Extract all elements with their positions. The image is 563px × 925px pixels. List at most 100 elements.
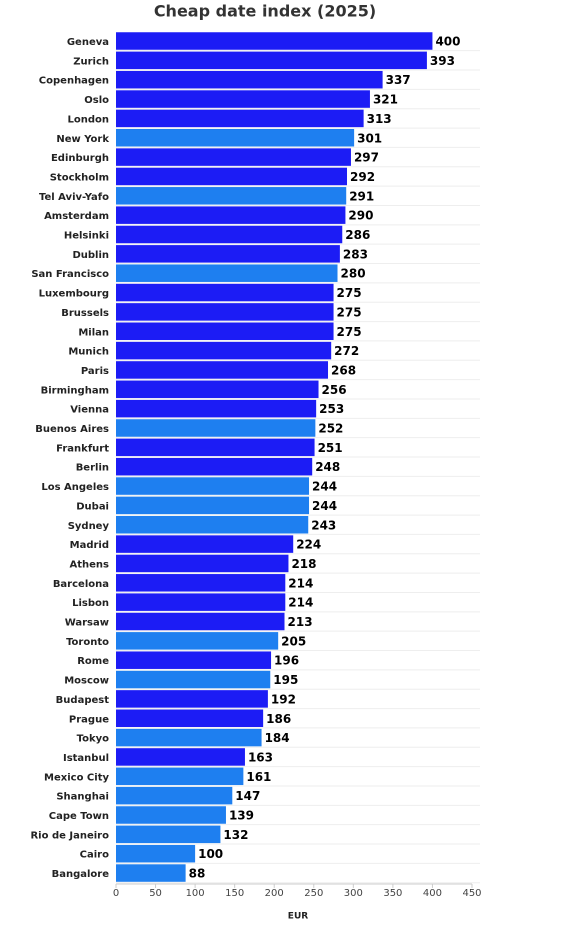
x-tick-label: 250 (304, 888, 323, 899)
value-label: 147 (235, 789, 260, 803)
bar (116, 806, 226, 824)
bar (116, 206, 346, 224)
y-tick-label: Moscow (64, 676, 109, 687)
value-label: 161 (246, 770, 271, 784)
y-tick-label: Rome (77, 656, 109, 667)
value-label: 214 (288, 596, 313, 610)
value-label: 283 (343, 247, 368, 261)
bar (116, 419, 316, 437)
value-label: 297 (354, 151, 379, 165)
bar (116, 593, 286, 611)
y-tick-label: Tel Aviv-Yafo (39, 192, 109, 203)
value-label: 244 (312, 480, 337, 494)
value-label: 186 (266, 712, 291, 726)
value-label: 248 (315, 460, 340, 474)
y-tick-label: Shanghai (56, 792, 109, 803)
y-tick-label: Frankfurt (56, 443, 109, 454)
bar (116, 264, 338, 282)
value-label: 132 (223, 828, 248, 842)
bar (116, 690, 268, 708)
bar (116, 709, 264, 727)
bar (116, 70, 383, 89)
bar (116, 225, 343, 244)
value-label: 253 (319, 402, 344, 416)
value-label: 280 (341, 267, 366, 281)
y-tick-label: Cape Town (49, 811, 109, 822)
value-label: 256 (322, 383, 347, 397)
value-label: 301 (357, 131, 382, 145)
x-tick-label: 200 (265, 888, 284, 899)
value-label: 393 (430, 54, 455, 68)
bar (116, 477, 310, 495)
y-tick-label: Milan (78, 327, 109, 338)
value-label: 196 (274, 654, 299, 668)
y-tick-label: Oslo (84, 95, 109, 106)
x-tick-label: 450 (462, 888, 481, 899)
bar (116, 457, 313, 476)
bar (116, 516, 309, 534)
y-tick-label: Dubai (76, 501, 109, 512)
y-tick-label: Paris (81, 366, 109, 377)
bar (116, 554, 289, 573)
value-label: 252 (318, 422, 343, 436)
value-label: 224 (296, 538, 321, 552)
value-label: 286 (345, 228, 370, 242)
value-label: 213 (288, 615, 313, 629)
bar (116, 129, 355, 147)
y-tick-label: Los Angeles (41, 482, 109, 493)
y-tick-label: Rio de Janeiro (30, 830, 109, 841)
bar (116, 51, 427, 70)
value-label: 272 (334, 344, 359, 358)
bar (116, 844, 196, 863)
value-label: 337 (386, 73, 411, 87)
bar (116, 825, 221, 844)
value-label: 163 (248, 750, 273, 764)
value-label: 275 (337, 305, 362, 319)
y-tick-label: Madrid (70, 540, 109, 551)
value-label: 139 (229, 809, 254, 823)
value-label: 184 (265, 731, 290, 745)
value-label: 275 (337, 325, 362, 339)
bar (116, 322, 334, 340)
x-axis-label: EUR (288, 912, 308, 922)
bar (116, 32, 433, 50)
bar (116, 167, 348, 186)
bar (116, 341, 332, 360)
bar (116, 728, 262, 747)
y-tick-label: Vienna (70, 405, 109, 416)
value-label: 251 (318, 441, 343, 455)
value-label: 244 (312, 499, 337, 513)
bar (116, 380, 319, 399)
bar (116, 864, 186, 882)
x-tick-label: 50 (149, 888, 162, 899)
bar (116, 90, 370, 108)
y-tick-label: Munich (68, 347, 109, 358)
value-label: 214 (288, 576, 313, 590)
bar (116, 187, 347, 205)
value-label: 313 (367, 112, 392, 126)
y-tick-label: Sydney (68, 521, 110, 532)
value-label: 292 (350, 170, 375, 184)
y-tick-label: Zurich (73, 56, 109, 67)
x-tick-label: 0 (113, 888, 119, 899)
value-label: 290 (348, 209, 373, 223)
y-tick-label: Berlin (76, 463, 109, 474)
y-tick-label: Brussels (61, 308, 109, 319)
bar (116, 786, 233, 805)
value-label: 192 (271, 692, 296, 706)
value-label: 195 (273, 673, 298, 687)
bar (116, 748, 245, 766)
y-tick-label: Warsaw (65, 618, 109, 629)
y-tick-label: Edinburgh (51, 153, 109, 164)
x-tick-label: 150 (225, 888, 244, 899)
bar (116, 245, 340, 263)
value-label: 88 (189, 867, 206, 881)
bar (116, 496, 310, 515)
y-tick-label: Athens (70, 559, 110, 570)
y-tick-label: Budapest (56, 695, 110, 706)
y-tick-label: Cairo (80, 850, 109, 861)
y-tick-label: Copenhagen (39, 76, 109, 87)
y-tick-label: Prague (69, 714, 109, 725)
